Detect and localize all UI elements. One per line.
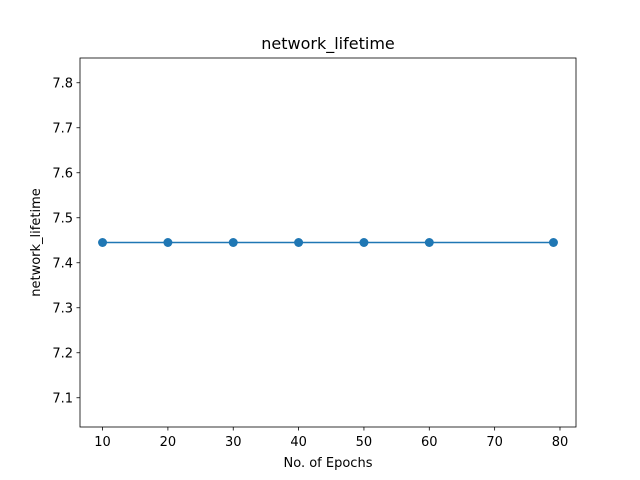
x-tick-label: 30 <box>225 435 242 450</box>
x-tick-label: 20 <box>160 435 177 450</box>
data-point <box>163 238 173 247</box>
x-tick-label: 60 <box>421 435 438 450</box>
plot-frame <box>79 57 577 428</box>
y-tick-label: 7.5 <box>52 211 73 226</box>
data-point <box>548 238 558 247</box>
x-tick-label: 10 <box>94 435 111 450</box>
y-tick-label: 7.7 <box>52 121 73 136</box>
y-tick-label: 7.6 <box>52 166 73 181</box>
x-tick-label: 80 <box>552 435 569 450</box>
data-point <box>424 238 434 247</box>
data-point <box>359 238 369 247</box>
y-tick-label: 7.3 <box>52 301 73 316</box>
y-tick-label: 7.4 <box>52 256 73 271</box>
x-axis-title: No. of Epochs <box>284 456 373 471</box>
y-tick-label: 7.8 <box>52 76 73 91</box>
y-tick-label: 7.2 <box>52 346 73 361</box>
y-axis-title: network_lifetime <box>29 188 44 296</box>
data-point <box>98 238 108 247</box>
chart-title: network_lifetime <box>261 34 395 54</box>
data-point <box>294 238 304 247</box>
plot-area: 10 20 30 40 50 60 70 80 7.1 7.2 7.3 7.4 7.5 7.6 7.7 7.8 <box>52 57 577 450</box>
x-tick-label: 70 <box>486 435 503 450</box>
y-tick-label: 7.1 <box>52 391 73 406</box>
x-tick-label: 50 <box>356 435 373 450</box>
x-tick-label: 40 <box>290 435 307 450</box>
data-point <box>228 238 238 247</box>
